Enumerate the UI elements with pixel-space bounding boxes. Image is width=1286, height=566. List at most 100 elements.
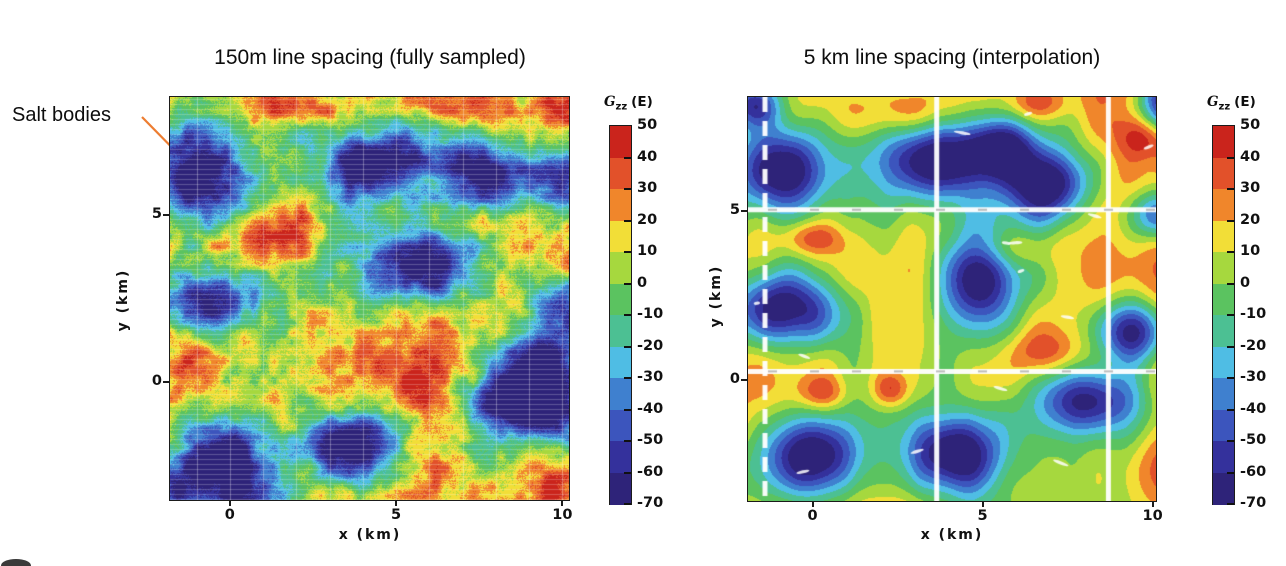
colorbar-tick-mark: [1227, 219, 1234, 222]
colorbar-tick-label: -70: [637, 495, 664, 511]
colorbar-tick-label: -40: [637, 400, 664, 417]
colorbar-tick-label: -20: [1240, 337, 1267, 354]
salt-bodies-label: Salt bodies: [12, 104, 111, 126]
x-tick-label: 5: [977, 508, 988, 524]
colorbar-tick-label: 10: [1240, 243, 1261, 259]
y-tick-label: 0: [729, 370, 740, 387]
y-tick-mark: [163, 381, 170, 384]
right-colorbar-title: Gzz (E): [1207, 94, 1286, 113]
colorbar-tick-mark: [624, 282, 631, 285]
colorbar-segment: [610, 346, 631, 379]
colorbar-tick-label: 30: [1240, 180, 1261, 196]
colorbar-segment: [1213, 220, 1234, 253]
colorbar-tick-mark: [1227, 156, 1234, 159]
colorbar-tick-mark: [624, 156, 631, 159]
colorbar-tick-mark: [1227, 282, 1234, 285]
colorbar-tick-label: -70: [1240, 495, 1267, 511]
colorbar-segment: [610, 378, 631, 410]
colorbar-segment: [1213, 409, 1234, 442]
colorbar-segment: [610, 315, 631, 347]
right-y-axis-label: y (km): [708, 264, 724, 328]
x-tick-label: 5: [391, 507, 402, 523]
colorbar-tick-label: 20: [637, 211, 658, 228]
right-heatmap: 0 5 10 5 0: [730, 96, 1163, 524]
colorbar-tick-mark: [1227, 345, 1234, 348]
colorbar-tick-mark: [624, 314, 631, 316]
colorbar-tick-mark: [1227, 314, 1234, 316]
y-tick-mark: [741, 378, 748, 381]
x-tick-mark: [395, 500, 398, 506]
colorbar-tick-label: 20: [1240, 211, 1261, 228]
left-colorbar: Gzz (E) 50 40 30 20 10 0 -10 -20 -30 -40 -50 -60 -70: [604, 94, 663, 511]
colorbar-tick-label: -40: [1240, 400, 1267, 417]
colorbar-tick-mark: [624, 188, 631, 190]
colorbar-segment: [1213, 189, 1234, 221]
colorbar-tick-label: 50: [637, 117, 658, 133]
colorbar-tick-label: 0: [637, 274, 648, 291]
y-tick-label: 5: [729, 202, 740, 219]
colorbar-tick-label: -20: [637, 337, 664, 354]
colorbar-segment: [1213, 378, 1234, 410]
colorbar-tick-mark: [624, 503, 631, 505]
left-colorbar-title: Gzz (E): [604, 94, 684, 113]
colorbar-segment: [610, 472, 631, 505]
gzz-unit: (E): [1234, 94, 1256, 110]
colorbar-tick-label: 0: [1240, 274, 1251, 291]
colorbar-segment: [1213, 472, 1234, 505]
y-tick-mark: [163, 213, 170, 216]
colorbar-tick-mark: [624, 377, 631, 379]
gzz-subscript: zz: [615, 101, 628, 113]
colorbar-segment: [1213, 283, 1234, 316]
colorbar-tick-label: 50: [1240, 117, 1261, 133]
colorbar-segment: [610, 409, 631, 442]
colorbar-tick-mark: [1227, 377, 1234, 379]
left-x-axis-label: x (km): [338, 527, 402, 543]
colorbar-tick-label: -30: [637, 369, 664, 385]
colorbar-tick-mark: [1227, 188, 1234, 190]
left-panel-title: 150m line spacing (fully sampled): [214, 46, 526, 69]
colorbar-tick-mark: [624, 440, 631, 442]
colorbar-segment: [610, 189, 631, 221]
x-tick-label: 10: [552, 507, 573, 523]
right-x-axis-label: x (km): [920, 527, 984, 543]
colorbar-segment: [1213, 252, 1234, 284]
colorbar-tick-mark: [624, 219, 631, 222]
colorbar-tick-label: -60: [637, 463, 664, 480]
x-tick-label: 0: [807, 508, 818, 524]
colorbar-tick-label: -10: [1240, 306, 1267, 322]
colorbar-segment: [610, 441, 631, 473]
x-tick-mark: [1151, 501, 1154, 507]
right-colorbar: Gzz (E) 50 40 30 20 10 0 -10 -20 -30 -40 -50 -60 -70: [1207, 94, 1266, 511]
colorbar-tick-mark: [1227, 471, 1234, 474]
gzz-unit: (E): [631, 94, 653, 110]
colorbar-tick-mark: [1227, 251, 1234, 253]
colorbar-segment: [1213, 157, 1234, 190]
colorbar-segment: [610, 252, 631, 284]
x-tick-mark: [981, 501, 984, 507]
y-tick-label: 5: [151, 205, 162, 222]
x-tick-label: 0: [224, 507, 235, 523]
colorbar-tick-label: -60: [1240, 463, 1267, 480]
colorbar-tick-mark: [624, 408, 631, 411]
colorbar-tick-mark: [1227, 408, 1234, 411]
colorbar-tick-label: 10: [637, 243, 658, 259]
colorbar-tick-mark: [1227, 503, 1234, 505]
colorbar-tick-mark: [624, 251, 631, 253]
colorbar-segment: [610, 220, 631, 253]
left-heatmap: 0 5 10 5 0: [152, 96, 572, 523]
right-panel-title: 5 km line spacing (interpolation): [803, 46, 1101, 69]
gzz-symbol: G: [1207, 94, 1219, 110]
colorbar-tick-label: 40: [1240, 148, 1261, 165]
colorbar-tick-label: -50: [1240, 432, 1267, 448]
colorbar-tick-label: 40: [637, 148, 658, 165]
colorbar-segment: [1213, 126, 1234, 158]
colorbar-segment: [1213, 346, 1234, 379]
colorbar-tick-label: -50: [637, 432, 664, 448]
x-tick-mark: [811, 501, 814, 507]
gzz-subscript: zz: [1218, 101, 1231, 113]
colorbar-segment: [610, 157, 631, 190]
colorbar-tick-label: -10: [637, 306, 664, 322]
cropped-corner-mark: [1, 559, 31, 566]
colorbar-tick-mark: [624, 471, 631, 474]
